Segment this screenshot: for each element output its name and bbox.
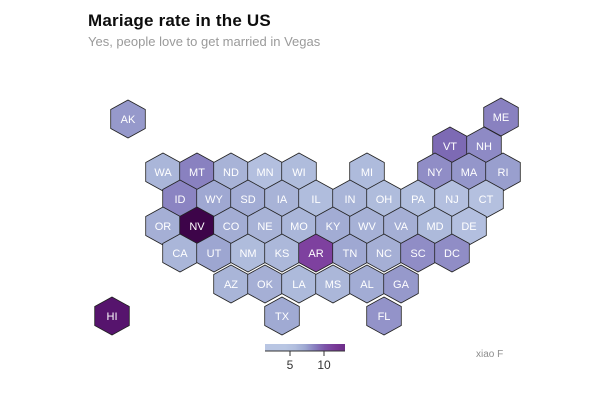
state-label-CT: CT	[479, 194, 494, 206]
state-hex-DE: DE	[451, 206, 487, 246]
state-hex-NC: NC	[366, 233, 402, 273]
state-label-OK: OK	[257, 279, 274, 291]
state-label-NJ: NJ	[445, 194, 458, 206]
state-label-FL: FL	[378, 311, 391, 323]
state-label-AZ: AZ	[224, 279, 238, 291]
hexagon-DC	[434, 233, 470, 273]
hexagon-TX	[264, 296, 300, 336]
state-hex-LA: LA	[281, 264, 317, 304]
state-hex-AK: AK	[110, 99, 146, 139]
state-hex-MT: MT	[179, 152, 215, 192]
state-label-MD: MD	[426, 221, 443, 233]
hexagon-HI	[94, 296, 130, 336]
state-label-NH: NH	[476, 141, 492, 153]
state-label-PA: PA	[411, 194, 426, 206]
state-hex-DC: DC	[434, 233, 470, 273]
state-label-SC: SC	[410, 248, 425, 260]
watermark: xiao F	[476, 349, 504, 360]
state-hex-ME: ME	[483, 97, 519, 137]
state-label-MS: MS	[325, 279, 342, 291]
state-hex-NH: NH	[466, 126, 502, 166]
state-label-NY: NY	[427, 167, 443, 179]
state-label-ME: ME	[493, 112, 510, 124]
state-label-MO: MO	[290, 221, 308, 233]
state-label-MA: MA	[461, 167, 478, 179]
hexagon-AK	[110, 99, 146, 139]
state-label-AL: AL	[360, 279, 373, 291]
state-hex-CT: CT	[468, 179, 504, 219]
hexagon-FL	[366, 296, 402, 336]
state-hex-OK: OK	[247, 264, 283, 304]
state-label-VA: VA	[394, 221, 409, 233]
legend-tick-label-10: 10	[317, 358, 331, 372]
state-hex-MI: MI	[349, 152, 385, 192]
state-hex-KS: KS	[264, 233, 300, 273]
state-label-WY: WY	[205, 194, 223, 206]
state-label-MN: MN	[256, 167, 273, 179]
state-label-DE: DE	[461, 221, 476, 233]
state-hex-FL: FL	[366, 296, 402, 336]
state-label-IL: IL	[311, 194, 320, 206]
chart-subtitle: Yes, people love to get married in Vegas	[88, 34, 321, 49]
chart-title: Mariage rate in the US	[88, 11, 271, 30]
state-label-NE: NE	[257, 221, 272, 233]
state-hex-AL: AL	[349, 264, 385, 304]
state-label-AK: AK	[121, 114, 136, 126]
state-label-DC: DC	[444, 248, 460, 260]
state-label-SD: SD	[240, 194, 255, 206]
state-label-RI: RI	[498, 167, 509, 179]
state-hex-MA: MA	[451, 152, 487, 192]
state-label-NV: NV	[189, 221, 205, 233]
state-hex-UT: UT	[196, 233, 232, 273]
state-label-WV: WV	[358, 221, 376, 233]
state-hex-TX: TX	[264, 296, 300, 336]
state-hex-MS: MS	[315, 264, 351, 304]
state-label-MI: MI	[361, 167, 373, 179]
state-label-ND: ND	[223, 167, 239, 179]
state-label-NM: NM	[239, 248, 256, 260]
state-label-MT: MT	[189, 167, 205, 179]
state-label-AR: AR	[308, 248, 323, 260]
state-label-CO: CO	[223, 221, 240, 233]
state-hex-HI: HI	[94, 296, 130, 336]
state-label-WI: WI	[292, 167, 305, 179]
state-hex-WA: WA	[145, 152, 181, 192]
legend-gradient-bar	[265, 344, 345, 351]
state-label-TX: TX	[275, 311, 290, 323]
state-label-GA: GA	[393, 279, 410, 291]
state-hex-CO: CO	[213, 206, 249, 246]
state-label-NC: NC	[376, 248, 392, 260]
state-hex-CA: CA	[162, 233, 198, 273]
state-hex-OR: OR	[145, 206, 181, 246]
state-label-WA: WA	[154, 167, 172, 179]
state-label-OR: OR	[155, 221, 172, 233]
state-label-HI: HI	[107, 311, 118, 323]
state-hex-MO: MO	[281, 206, 317, 246]
state-hex-AR: AR	[298, 233, 334, 273]
state-label-CA: CA	[172, 248, 188, 260]
state-hex-MN: MN	[247, 152, 283, 192]
state-label-LA: LA	[292, 279, 306, 291]
state-label-KY: KY	[326, 221, 341, 233]
state-label-ID: ID	[175, 194, 186, 206]
state-label-KS: KS	[275, 248, 290, 260]
hexagon-GA	[383, 264, 419, 304]
state-label-TN: TN	[343, 248, 358, 260]
state-hex-NV: NV	[179, 206, 215, 246]
state-hex-AZ: AZ	[213, 264, 249, 304]
state-label-OH: OH	[376, 194, 393, 206]
legend-tick-label-5: 5	[287, 358, 294, 372]
state-hex-GA: GA	[383, 264, 419, 304]
state-hex-WI: WI	[281, 152, 317, 192]
state-label-UT: UT	[207, 248, 222, 260]
state-label-VT: VT	[443, 141, 457, 153]
state-label-IA: IA	[277, 194, 288, 206]
state-label-IN: IN	[345, 194, 356, 206]
